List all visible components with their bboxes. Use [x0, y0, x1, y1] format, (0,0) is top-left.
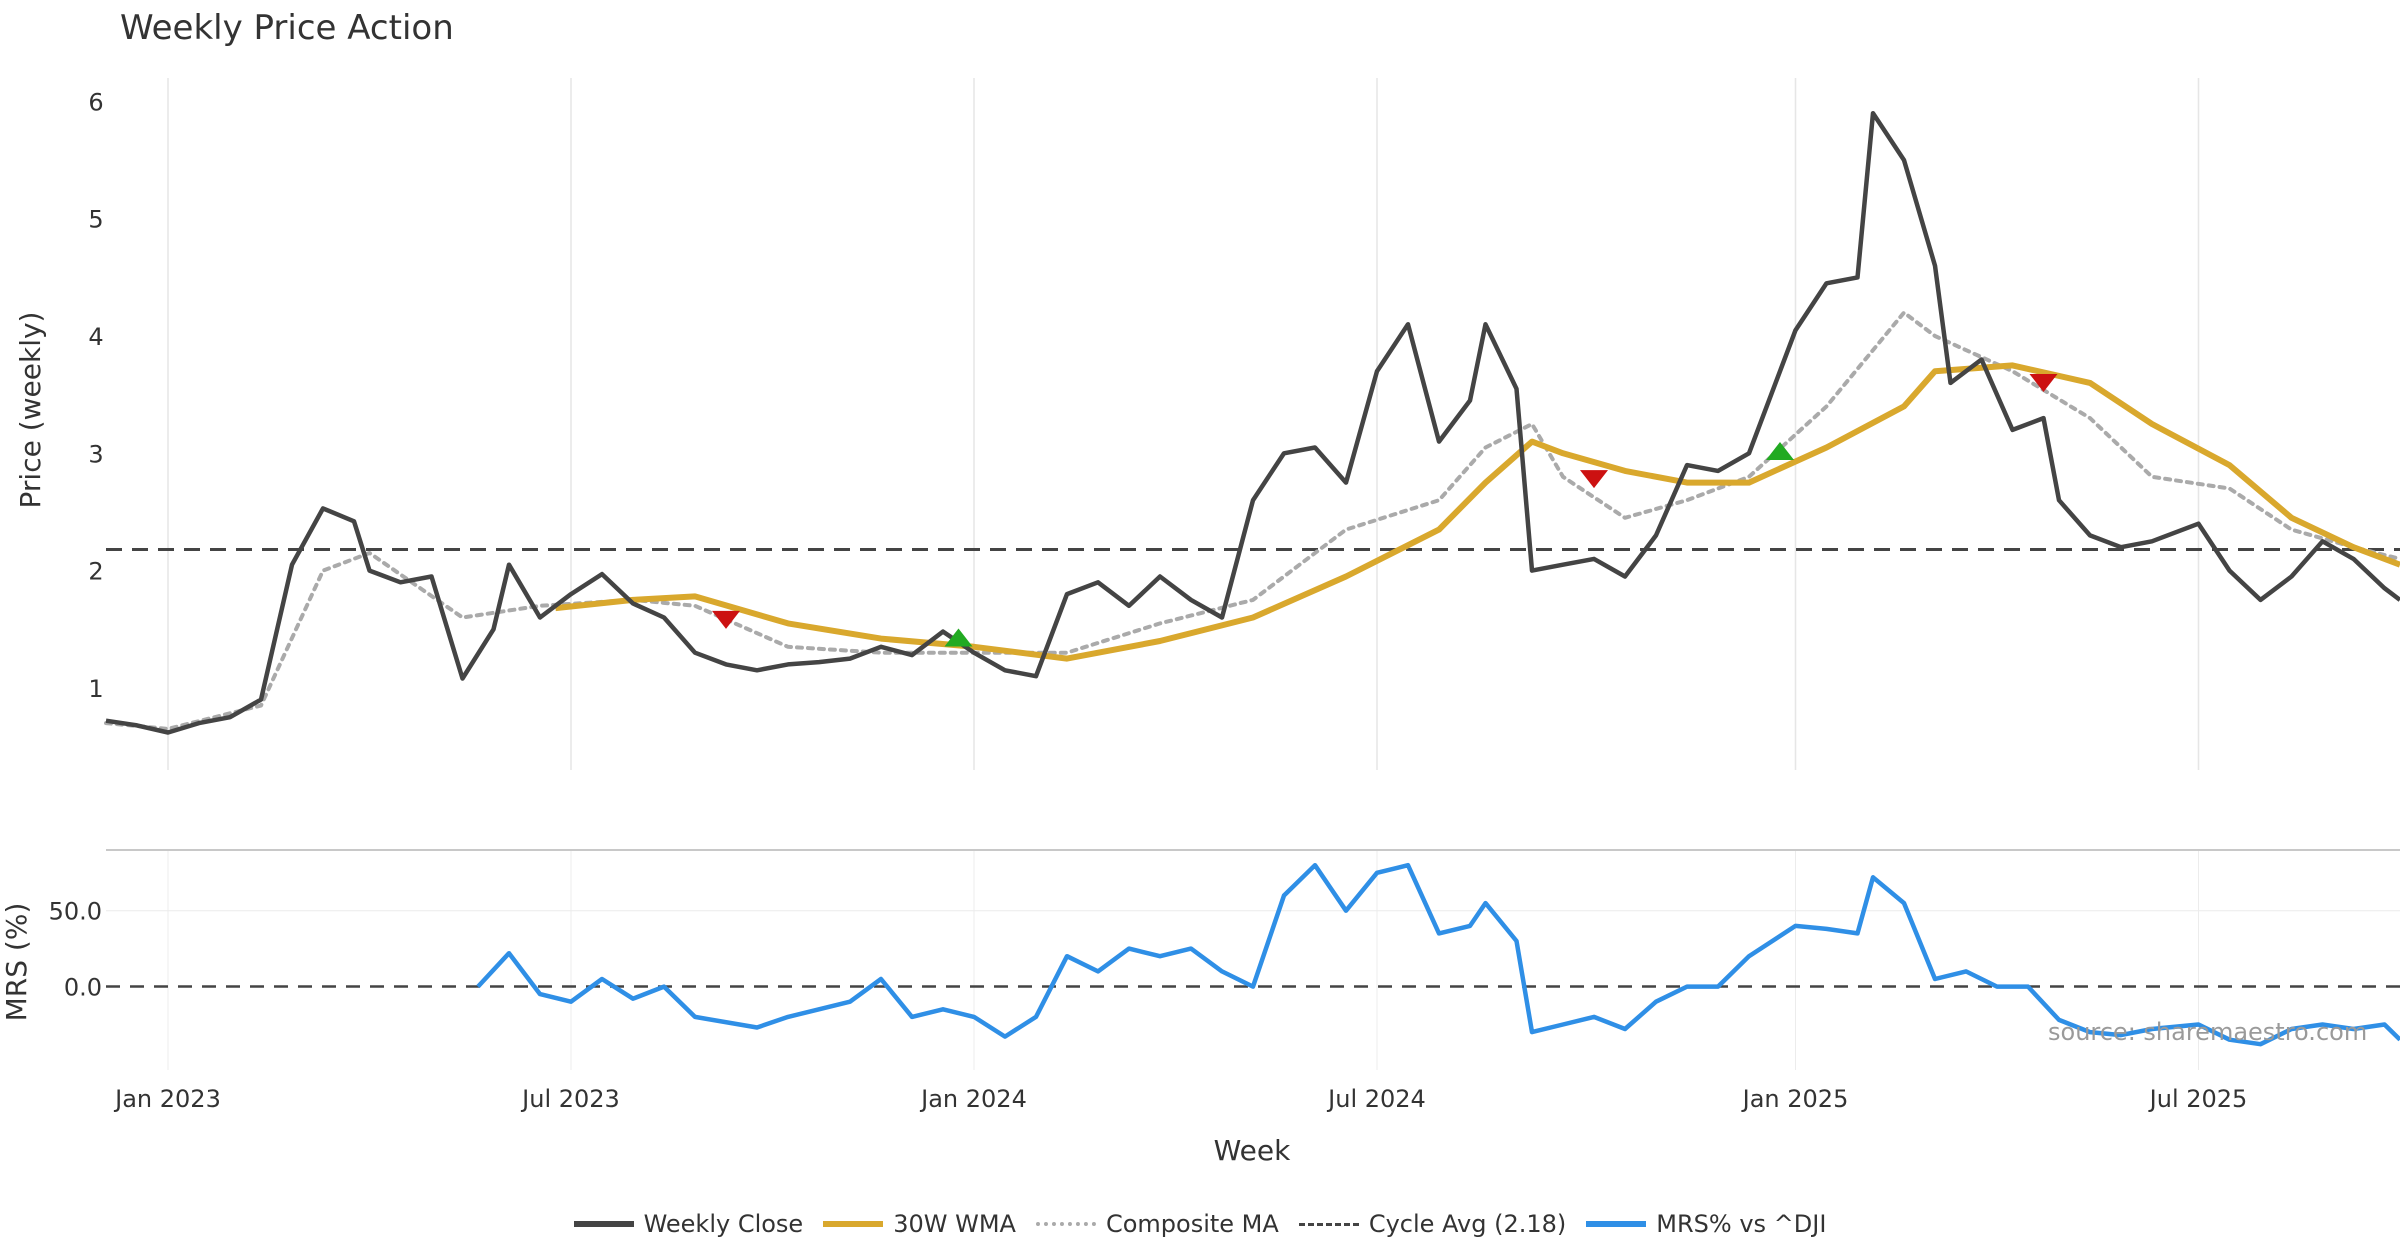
- sell-signal-marker: [1580, 470, 1608, 489]
- mrs-line: [476, 862, 2400, 1047]
- x-tick-label: Jul 2024: [1326, 1085, 1426, 1113]
- x-tick-label: Jul 2025: [2148, 1085, 2248, 1113]
- source-label: source: sharemaestro.com: [2048, 1018, 2368, 1046]
- legend-label-weekly-close: Weekly Close: [643, 1210, 804, 1238]
- price-y-axis-label: Price (weekly): [14, 312, 47, 509]
- legend-swatch-wma: [823, 1221, 884, 1227]
- legend-swatch-weekly-close: [573, 1221, 634, 1227]
- legend-label-cycle-avg: Cycle Avg (2.18): [1368, 1210, 1567, 1238]
- x-axis: Jan 2023 Jul 2023 Jan 2024 Jul 2024 Jan 2025…: [113, 1085, 2247, 1113]
- x-tick-label: Jul 2023: [520, 1085, 620, 1113]
- legend-swatch-composite-ma: [1035, 1222, 1096, 1226]
- mrs-y-tick-label: 50.0: [49, 898, 102, 926]
- price-y-tick-label: 2: [88, 558, 103, 586]
- mrs-y-axis-label: MRS (%): [0, 903, 33, 1022]
- x-axis-label: Week: [1214, 1134, 1291, 1167]
- sell-signal-marker: [2029, 373, 2058, 392]
- legend-swatch-mrs: [1586, 1221, 1647, 1227]
- x-tick-label: Jan 2025: [1741, 1085, 1849, 1113]
- price-panel: 1 2 3 4 5 6: [88, 78, 2400, 770]
- x-tick-label: Jan 2024: [919, 1085, 1027, 1113]
- legend-label-composite-ma: Composite MA: [1105, 1210, 1279, 1238]
- mrs-panel: 0.0 50.0: [49, 849, 2400, 1070]
- price-y-tick-label: 1: [88, 675, 103, 703]
- price-y-tick-label: 6: [88, 88, 103, 116]
- legend-item-cycle-avg: Cycle Avg (2.18): [1298, 1210, 1567, 1238]
- legend-item-composite-ma: Composite MA: [1035, 1210, 1279, 1238]
- legend: Weekly Close 30W WMA Composite MA Cycle …: [0, 1210, 2400, 1238]
- price-y-tick-label: 4: [88, 323, 103, 351]
- price-y-tick-label: 3: [88, 440, 103, 468]
- legend-item-wma: 30W WMA: [823, 1210, 1016, 1238]
- legend-swatch-cycle-avg: [1298, 1222, 1359, 1226]
- buy-signal-marker: [1766, 441, 1794, 460]
- legend-label-mrs: MRS% vs ^DJI: [1656, 1210, 1827, 1238]
- weekly-close-line: [105, 110, 2400, 735]
- composite-ma-line: [104, 310, 2400, 731]
- legend-item-mrs: MRS% vs ^DJI: [1586, 1210, 1826, 1238]
- mrs-y-tick-label: 0.0: [64, 974, 102, 1002]
- wma-line: [555, 362, 2400, 662]
- buy-signal-marker: [944, 628, 973, 647]
- price-y-tick-label: 5: [88, 206, 103, 234]
- chart-title: Weekly Price Action: [120, 8, 454, 48]
- sell-signal-marker: [712, 610, 740, 629]
- x-tick-label: Jan 2023: [113, 1085, 221, 1113]
- legend-item-weekly-close: Weekly Close: [573, 1210, 804, 1238]
- legend-label-wma: 30W WMA: [893, 1210, 1016, 1238]
